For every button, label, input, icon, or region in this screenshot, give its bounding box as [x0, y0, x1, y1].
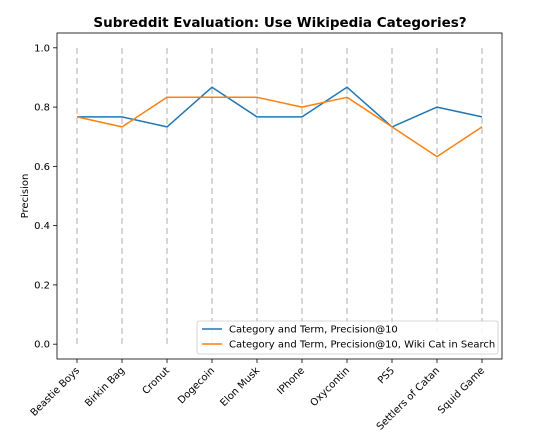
legend-label: Category and Term, Precision@10: [229, 325, 398, 336]
plot-frame: [56, 32, 503, 360]
series-line: [76, 96, 483, 158]
legend: Category and Term, Precision@10 Category …: [196, 320, 499, 355]
y-tick-label: 0.6: [34, 162, 50, 173]
legend-box: [196, 320, 499, 355]
y-tick-label: 0.4: [34, 221, 50, 232]
y-axis-ticks: 0.0 0.2 0.4 0.6 0.8 1.0: [34, 43, 57, 351]
y-tick-label: 0.8: [34, 103, 50, 114]
y-tick-label: 1.0: [34, 43, 50, 54]
y-tick-label: 0.0: [34, 340, 50, 351]
series-lines: [76, 86, 483, 158]
legend-label: Category and Term, Precision@10, Wiki Ca…: [229, 340, 495, 351]
series-line: [77, 86, 483, 128]
y-tick-label: 0.2: [34, 280, 50, 291]
y-axis-label: Precision: [20, 174, 31, 219]
chart-title: Subreddit Evaluation: Use Wikipedia Cate…: [93, 15, 466, 31]
